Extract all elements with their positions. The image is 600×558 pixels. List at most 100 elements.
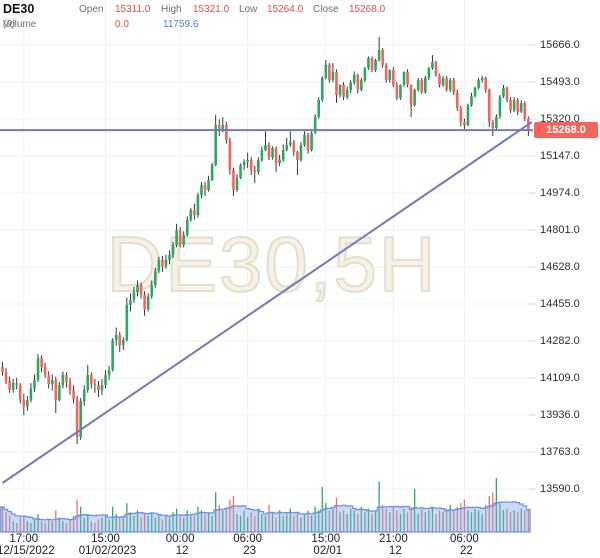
volume-bar (453, 510, 455, 532)
volume-bar (58, 517, 60, 532)
volume-bar (33, 519, 36, 532)
volume-bar (332, 508, 334, 532)
volume-bar (421, 508, 423, 532)
volume-bar (257, 508, 259, 532)
volume-bar (229, 499, 231, 532)
candle-body (498, 96, 502, 117)
candle-body (260, 150, 264, 161)
candle-body (416, 80, 420, 90)
candle-body (29, 388, 33, 401)
candle-body (512, 99, 516, 111)
date-axis-label: 01/02/2023 (78, 545, 137, 557)
volume-bar (485, 505, 487, 532)
volume-bar (119, 517, 121, 532)
volume-bar (154, 517, 156, 532)
candle-body (331, 71, 335, 80)
candle-body (523, 103, 527, 119)
candle-body (253, 169, 257, 172)
candle-body (306, 135, 310, 150)
volume-bar (104, 515, 107, 532)
candle-body (374, 60, 377, 71)
candle-body (495, 116, 498, 128)
volume-bar (502, 510, 505, 532)
volume-bar (44, 523, 46, 532)
volume-bar (318, 510, 320, 532)
candle-body (175, 230, 178, 245)
candle-body (4, 372, 8, 381)
candle-body (409, 85, 413, 106)
candle-body (11, 383, 15, 390)
high-label: High (161, 4, 182, 15)
candle-body (221, 125, 225, 130)
volume-bar (239, 515, 242, 532)
volume-bar (193, 515, 196, 532)
volume-bar (26, 521, 29, 532)
watermark: DE30,5H (107, 220, 438, 308)
volume-bar (335, 497, 338, 532)
candle-body (100, 385, 104, 390)
volume-bar (186, 510, 188, 532)
volume-bar (364, 512, 366, 532)
volume-bar (222, 510, 224, 532)
time-axis-label: 17:00 (9, 533, 39, 545)
candle-body (146, 296, 150, 310)
candle-body (441, 77, 445, 85)
volume-bar (72, 515, 75, 532)
candle-body (473, 88, 477, 96)
volume-bar (5, 512, 7, 532)
candle-body (111, 340, 114, 370)
volume-bar (399, 514, 402, 532)
volume-bar (261, 514, 263, 532)
candle-body (406, 71, 409, 85)
candle-body (47, 375, 50, 385)
low-label: Low (239, 4, 258, 15)
volume-bar (101, 517, 103, 532)
candle-body (466, 105, 470, 125)
volume-bar (389, 512, 391, 532)
volume-bar (392, 506, 394, 532)
candle-body (313, 116, 317, 133)
candle-body (207, 180, 210, 191)
candle-body (107, 370, 111, 375)
volume-bar (197, 506, 199, 532)
close-value: 15268.0 (349, 4, 386, 15)
candle-body (516, 99, 519, 112)
candle-body (271, 148, 274, 158)
candle-body (420, 80, 424, 93)
candle-body (345, 89, 349, 97)
candle-body (335, 71, 338, 95)
candle-body (317, 100, 321, 117)
high-value: 15321.0 (193, 4, 230, 15)
candle-body (292, 142, 296, 152)
candle-body (125, 305, 129, 341)
volume-bar (346, 514, 348, 532)
ascending-trend-line[interactable] (1, 121, 533, 484)
candle-body (505, 88, 509, 100)
volume-bar (374, 510, 377, 532)
volume-bar (385, 508, 387, 532)
candle-body (178, 230, 182, 245)
candle-body (132, 292, 136, 300)
candle-body (79, 401, 82, 437)
volume-bar (80, 506, 82, 532)
volume-bar (204, 514, 206, 532)
volume-bar (140, 517, 142, 532)
candle-body (185, 219, 189, 235)
volume-bar (410, 506, 412, 532)
candle-body (360, 80, 363, 90)
candle-body (303, 135, 306, 146)
volume-bar (307, 510, 309, 532)
candle-body (65, 375, 68, 383)
volume-bar (371, 514, 373, 532)
candle-body (1, 367, 4, 372)
volume-bar (328, 510, 331, 532)
volume-value: 0.0 (115, 19, 129, 30)
candle-body (182, 234, 186, 245)
volume-bar (247, 517, 249, 532)
candle-body (452, 80, 456, 93)
candle-body (150, 285, 154, 297)
volume-bar (357, 514, 359, 532)
candle-body (413, 89, 416, 106)
volume-bar (513, 510, 515, 532)
